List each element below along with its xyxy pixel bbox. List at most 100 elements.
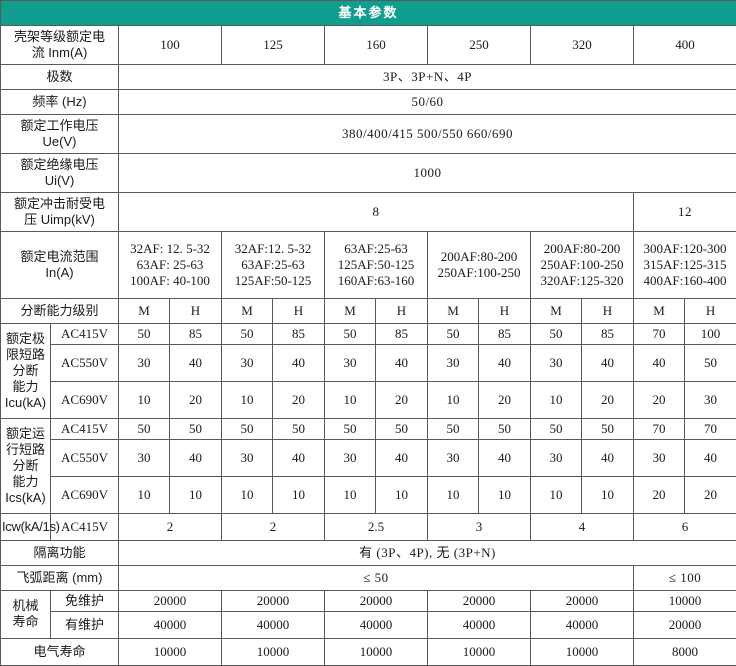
breaking-grade-6: M xyxy=(428,299,479,324)
breaking-grade-7: H xyxy=(479,299,531,324)
ics-voltage-0: AC415V xyxy=(51,418,119,439)
breaking-grade-5: H xyxy=(376,299,428,324)
mechanical-life-1-1: 40000 xyxy=(222,611,325,638)
ics-0-7: 50 xyxy=(479,418,531,439)
frequency-row: 频率 (Hz) 50/60 xyxy=(1,90,736,115)
uimp-value-last: 12 xyxy=(634,193,736,232)
icu-1-8: 30 xyxy=(531,344,582,381)
ics-0-4: 50 xyxy=(325,418,376,439)
icu-2-5: 20 xyxy=(376,381,428,418)
ui-value: 1000 xyxy=(119,154,736,193)
ics-1-0: 30 xyxy=(119,439,170,476)
row-label-breaking-grade: 分断能力级别 xyxy=(1,299,119,324)
icu-1-0: 30 xyxy=(119,344,170,381)
ics-2-4: 10 xyxy=(325,476,376,513)
ics-row-ac690: AC690V 10 10 10 10 10 10 10 10 10 10 20 … xyxy=(1,476,736,513)
ics-2-9: 10 xyxy=(582,476,634,513)
ics-1-11: 40 xyxy=(685,439,736,476)
mechanical-life-0-3: 20000 xyxy=(428,590,531,611)
mechanical-life-0-1: 20000 xyxy=(222,590,325,611)
breaking-grade-2: M xyxy=(222,299,273,324)
ics-0-0: 50 xyxy=(119,418,170,439)
electrical-life-4: 10000 xyxy=(531,638,634,665)
ics-1-3: 40 xyxy=(273,439,325,476)
icu-0-1: 85 xyxy=(170,324,222,345)
icu-row-ac690: AC690V 10 20 10 20 10 20 10 20 10 20 20 … xyxy=(1,381,736,418)
ics-1-5: 40 xyxy=(376,439,428,476)
breaking-grade-9: H xyxy=(582,299,634,324)
ics-1-7: 40 xyxy=(479,439,531,476)
ics-0-5: 50 xyxy=(376,418,428,439)
icu-0-2: 50 xyxy=(222,324,273,345)
mechanical-life-row-maintained: 有维护 40000 40000 40000 40000 40000 20000 xyxy=(1,611,736,638)
icu-1-4: 30 xyxy=(325,344,376,381)
table-title-row: 基本参数 xyxy=(1,1,736,26)
ics-2-10: 20 xyxy=(634,476,685,513)
ics-0-3: 50 xyxy=(273,418,325,439)
mechanical-life-type-1: 有维护 xyxy=(51,611,119,638)
arc-distance-row: 飞弧距离 (mm) ≤ 50 ≤ 100 xyxy=(1,565,736,590)
frame-current-value-4: 320 xyxy=(531,26,634,65)
icu-2-2: 10 xyxy=(222,381,273,418)
icw-value-0: 2 xyxy=(119,513,222,540)
frame-current-value-1: 125 xyxy=(222,26,325,65)
mechanical-life-1-4: 40000 xyxy=(531,611,634,638)
frame-current-value-2: 160 xyxy=(325,26,428,65)
mechanical-life-type-0: 免维护 xyxy=(51,590,119,611)
mechanical-life-1-3: 40000 xyxy=(428,611,531,638)
breaking-grade-3: H xyxy=(273,299,325,324)
breaking-grade-11: H xyxy=(685,299,736,324)
frame-current-row: 壳架等级额定电流 Inm(A) 100 125 160 250 320 400 xyxy=(1,26,736,65)
ics-0-2: 50 xyxy=(222,418,273,439)
ics-row-ac550: AC550V 30 40 30 40 30 40 30 40 30 40 30 … xyxy=(1,439,736,476)
ics-voltage-1: AC550V xyxy=(51,439,119,476)
icu-2-7: 20 xyxy=(479,381,531,418)
frame-current-value-5: 400 xyxy=(634,26,736,65)
icu-2-1: 20 xyxy=(170,381,222,418)
icu-voltage-2: AC690V xyxy=(51,381,119,418)
icu-row-ac550: AC550V 30 40 30 40 30 40 30 40 30 40 40 … xyxy=(1,344,736,381)
icu-2-8: 10 xyxy=(531,381,582,418)
icu-0-11: 100 xyxy=(685,324,736,345)
row-label-frame-current: 壳架等级额定电流 Inm(A) xyxy=(1,26,119,65)
electrical-life-5: 8000 xyxy=(634,638,736,665)
icu-2-0: 10 xyxy=(119,381,170,418)
breaking-grade-row: 分断能力级别 M H M H M H M H M H M H xyxy=(1,299,736,324)
row-label-poles: 极数 xyxy=(1,65,119,90)
ue-value: 380/400/415 500/550 660/690 xyxy=(119,115,736,154)
rated-impulse-voltage-row: 额定冲击耐受电压 Uimp(kV) 8 12 xyxy=(1,193,736,232)
icu-1-6: 30 xyxy=(428,344,479,381)
row-label-isolation: 隔离功能 xyxy=(1,540,119,565)
ics-0-8: 50 xyxy=(531,418,582,439)
icu-0-4: 50 xyxy=(325,324,376,345)
table-title: 基本参数 xyxy=(1,1,736,26)
breaking-grade-0: M xyxy=(119,299,170,324)
icu-0-6: 50 xyxy=(428,324,479,345)
ics-1-4: 30 xyxy=(325,439,376,476)
ics-2-1: 10 xyxy=(170,476,222,513)
icw-value-5: 6 xyxy=(634,513,736,540)
ics-2-2: 10 xyxy=(222,476,273,513)
icu-0-7: 85 xyxy=(479,324,531,345)
uimp-value-main: 8 xyxy=(119,193,634,232)
mechanical-life-0-5: 10000 xyxy=(634,590,736,611)
ics-0-9: 50 xyxy=(582,418,634,439)
icw-value-1: 2 xyxy=(222,513,325,540)
icu-1-1: 40 xyxy=(170,344,222,381)
icu-2-9: 20 xyxy=(582,381,634,418)
ics-2-11: 20 xyxy=(685,476,736,513)
